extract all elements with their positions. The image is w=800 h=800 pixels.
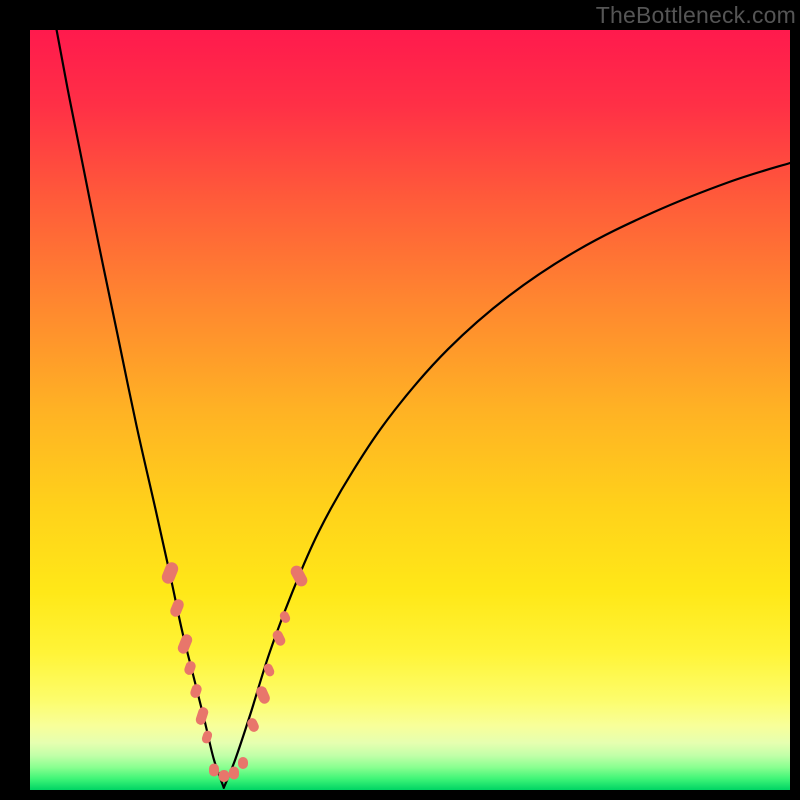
curve-right (224, 163, 790, 788)
chart-stage: TheBottleneck.com (0, 0, 800, 800)
plot-area (30, 30, 790, 790)
curve-marker (238, 757, 248, 769)
curve-layer (30, 30, 790, 790)
curve-marker (229, 767, 239, 780)
curve-marker (218, 770, 229, 782)
curve-left (57, 30, 224, 788)
watermark-text: TheBottleneck.com (596, 2, 796, 29)
